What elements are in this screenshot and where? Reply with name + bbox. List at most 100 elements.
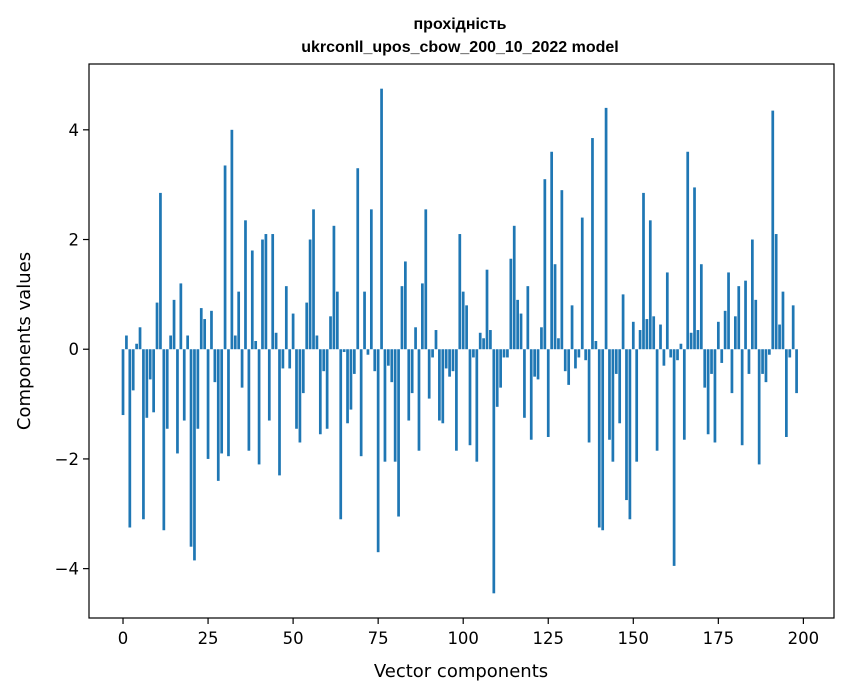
bar (427, 349, 431, 399)
bar (740, 349, 744, 446)
bar (614, 349, 618, 374)
bar (172, 299, 176, 350)
bar (594, 341, 598, 350)
bar (781, 291, 785, 350)
bar (512, 225, 516, 350)
bar (213, 349, 217, 383)
bar (254, 341, 258, 350)
bar (356, 168, 360, 350)
bar (733, 316, 737, 350)
x-tick-label: 0 (118, 629, 129, 648)
bar-series (121, 88, 798, 594)
plot-frame (88, 63, 835, 619)
bar (295, 349, 298, 429)
bar (189, 349, 193, 547)
bar (332, 225, 336, 350)
bar (604, 107, 608, 350)
bar (778, 324, 781, 350)
bar (499, 349, 502, 388)
bar (621, 294, 625, 350)
bar (550, 151, 554, 350)
bar (176, 349, 179, 454)
bar (193, 349, 196, 561)
bar (716, 321, 720, 350)
chart-subtitle: ukrconll_upos_cbow_200_10_2022 model (301, 39, 618, 56)
bar (390, 349, 394, 383)
bar (247, 349, 251, 451)
bar (648, 220, 652, 350)
bar (448, 349, 451, 377)
bar (383, 349, 387, 462)
bar (431, 349, 434, 358)
bar (696, 330, 700, 350)
bar (342, 349, 346, 352)
bar (121, 349, 125, 416)
bar (574, 349, 577, 369)
bar (645, 319, 649, 350)
bar (233, 335, 237, 350)
bar (662, 349, 666, 366)
bar (346, 349, 349, 424)
bar (261, 239, 264, 350)
bar (771, 110, 775, 350)
bar (288, 349, 292, 369)
bar (495, 349, 499, 407)
bar (284, 286, 288, 350)
bar (315, 335, 319, 350)
bar (325, 349, 329, 429)
bar (308, 239, 312, 350)
bar (689, 332, 693, 350)
bar (291, 313, 295, 350)
bar (461, 291, 465, 350)
bar (339, 349, 343, 520)
bar (727, 272, 730, 350)
bar (655, 349, 659, 451)
bar (628, 349, 632, 520)
bar (227, 349, 230, 457)
bar (699, 264, 703, 350)
bar (577, 349, 581, 358)
bar (580, 217, 584, 350)
bar (567, 349, 571, 385)
y-tick-label: 4 (69, 121, 80, 140)
bar (638, 330, 642, 350)
bar (376, 349, 380, 553)
bar (553, 264, 557, 350)
bar (240, 349, 244, 388)
bar (730, 349, 734, 394)
bar (169, 335, 172, 350)
bar (706, 349, 710, 435)
bar (526, 286, 530, 350)
bar (152, 349, 155, 413)
bar (764, 349, 768, 383)
bar (560, 190, 564, 350)
y-tick-label: 0 (69, 340, 80, 359)
bar (642, 192, 645, 350)
bar (536, 349, 540, 380)
bar (665, 272, 669, 350)
bar (563, 349, 567, 372)
bar (216, 349, 220, 481)
bar (438, 349, 441, 421)
bar (162, 349, 166, 531)
bar (608, 349, 611, 440)
bar (788, 349, 792, 358)
bar (557, 338, 560, 350)
bar (720, 349, 724, 363)
bar (482, 338, 485, 350)
bar (751, 239, 754, 350)
bar (618, 349, 622, 424)
bar (230, 129, 234, 350)
bar (584, 349, 588, 361)
bar (155, 302, 159, 350)
bar (774, 234, 778, 350)
bar (196, 349, 200, 429)
bar (611, 349, 615, 462)
bar (587, 349, 591, 443)
bar (363, 291, 366, 350)
bar (441, 349, 445, 424)
bar (686, 151, 690, 350)
x-tick-label: 75 (368, 629, 389, 648)
x-tick-label: 100 (447, 629, 479, 648)
